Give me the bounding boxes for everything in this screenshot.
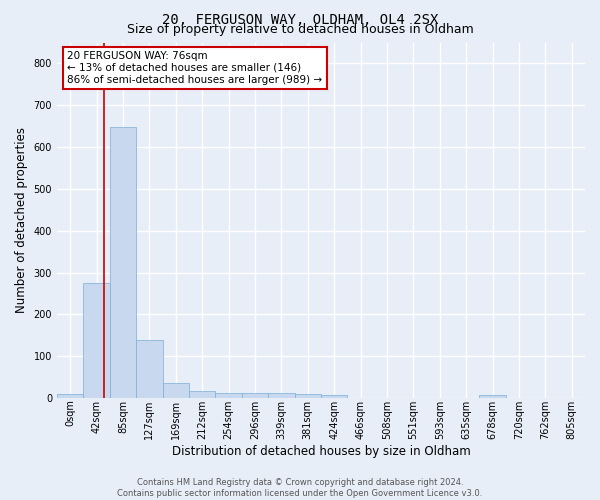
Bar (83, 283, 110, 398)
Text: Size of property relative to detached houses in Oldham: Size of property relative to detached ho… (127, 24, 473, 36)
Text: 20 FERGUSON WAY: 76sqm
← 13% of detached houses are smaller (146)
86% of semi-de: 20 FERGUSON WAY: 76sqm ← 13% of detached… (67, 52, 323, 84)
Bar (295, 394, 321, 398)
Bar (163, 382, 189, 398)
Text: 20, FERGUSON WAY, OLDHAM, OL4 2SX: 20, FERGUSON WAY, OLDHAM, OL4 2SX (162, 12, 438, 26)
Bar (479, 395, 506, 398)
Bar (268, 393, 295, 398)
Bar (189, 390, 215, 398)
Bar (110, 127, 136, 398)
Bar (136, 340, 163, 398)
Bar (321, 395, 347, 398)
Y-axis label: Number of detached properties: Number of detached properties (15, 128, 28, 314)
X-axis label: Distribution of detached houses by size in Oldham: Distribution of detached houses by size … (172, 444, 470, 458)
Bar (215, 393, 242, 398)
Text: Contains HM Land Registry data © Crown copyright and database right 2024.
Contai: Contains HM Land Registry data © Crown c… (118, 478, 482, 498)
Bar (57, 394, 83, 398)
Bar (242, 393, 268, 398)
